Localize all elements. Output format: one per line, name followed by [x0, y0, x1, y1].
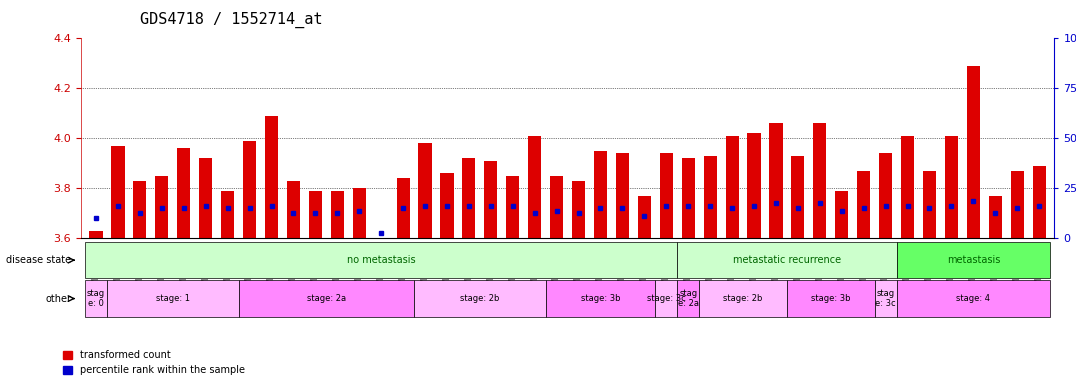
Bar — [287, 180, 300, 238]
Text: stage: 3c: stage: 3c — [647, 294, 685, 303]
Text: stage: 4: stage: 4 — [957, 294, 990, 303]
Bar — [112, 146, 125, 238]
Bar — [769, 123, 782, 238]
Text: metastasis: metastasis — [947, 255, 1000, 265]
Bar — [660, 153, 672, 238]
Bar — [133, 180, 146, 238]
Bar — [155, 175, 169, 238]
Bar — [463, 158, 476, 238]
Bar — [1010, 170, 1023, 238]
Bar — [309, 190, 322, 238]
Bar — [813, 123, 826, 238]
Bar — [89, 230, 102, 238]
Bar — [748, 133, 761, 238]
Bar — [528, 136, 541, 238]
Text: stag
e: 3c: stag e: 3c — [875, 289, 896, 308]
Text: GDS4718 / 1552714_at: GDS4718 / 1552714_at — [140, 12, 323, 28]
Bar — [989, 195, 1002, 238]
Bar — [397, 178, 410, 238]
Bar — [879, 153, 892, 238]
Bar — [615, 153, 629, 238]
Bar — [858, 170, 870, 238]
Text: stage: 3b: stage: 3b — [581, 294, 620, 303]
Text: stag
e: 2a: stag e: 2a — [678, 289, 698, 308]
Bar — [243, 141, 256, 238]
Bar — [594, 151, 607, 238]
Text: stage: 1: stage: 1 — [156, 294, 189, 303]
Bar — [704, 156, 717, 238]
Bar — [923, 170, 936, 238]
Bar — [901, 136, 915, 238]
Bar — [506, 175, 520, 238]
Text: stage: 3b: stage: 3b — [811, 294, 850, 303]
Bar — [265, 116, 278, 238]
Text: stag
e: 0: stag e: 0 — [87, 289, 105, 308]
Bar — [966, 66, 980, 238]
Bar — [199, 158, 212, 238]
Bar — [550, 175, 563, 238]
Text: other: other — [45, 293, 71, 304]
Text: stage: 2a: stage: 2a — [307, 294, 345, 303]
Text: stage: 2b: stage: 2b — [723, 294, 763, 303]
Text: metastatic recurrence: metastatic recurrence — [733, 255, 841, 265]
Text: disease state: disease state — [6, 255, 71, 265]
Bar — [221, 190, 235, 238]
Bar — [330, 190, 344, 238]
Text: no metastasis: no metastasis — [346, 255, 415, 265]
Bar — [638, 195, 651, 238]
Bar — [1033, 166, 1046, 238]
Bar — [353, 188, 366, 238]
Bar — [178, 148, 190, 238]
Bar — [945, 136, 958, 238]
Text: stage: 2b: stage: 2b — [461, 294, 499, 303]
Bar — [440, 173, 454, 238]
Bar — [572, 180, 585, 238]
Bar — [791, 156, 805, 238]
Bar — [419, 143, 431, 238]
Legend: transformed count, percentile rank within the sample: transformed count, percentile rank withi… — [59, 346, 249, 379]
Bar — [374, 238, 387, 248]
Bar — [835, 190, 848, 238]
Bar — [484, 161, 497, 238]
Bar — [725, 136, 738, 238]
Bar — [681, 158, 695, 238]
